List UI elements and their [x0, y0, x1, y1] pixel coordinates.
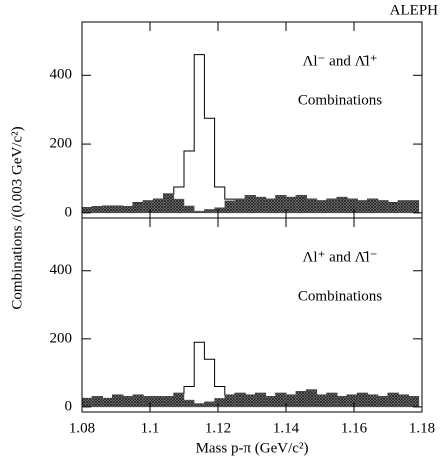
bar — [184, 386, 195, 407]
filled-bar — [122, 396, 134, 408]
x-tick-label: 1.18 — [409, 420, 435, 436]
filled-bar — [326, 393, 338, 408]
y-tick-label: 200 — [50, 330, 73, 346]
y-tick-label: 200 — [50, 136, 73, 152]
filled-bar — [357, 393, 368, 408]
filled-bar — [387, 393, 399, 408]
filled-bar — [234, 393, 246, 408]
annotation: Combinations — [298, 92, 382, 108]
filled-bar — [91, 206, 103, 214]
x-tick-label: 1.12 — [205, 420, 231, 436]
filled-bar — [306, 198, 317, 214]
filled-bar — [387, 202, 399, 214]
filled-bar — [367, 394, 379, 408]
filled-bar — [357, 200, 368, 214]
filled-bar — [397, 394, 409, 408]
filled-bar — [265, 396, 277, 408]
filled-bar — [81, 207, 93, 214]
filled-bar — [173, 393, 185, 408]
filled-bar — [244, 195, 256, 214]
filled-bar — [285, 394, 297, 408]
filled-bar — [377, 200, 389, 214]
filled-bar — [336, 197, 348, 214]
x-axis-label: Mass p-π (GeV/c²) — [196, 440, 309, 456]
filled-bar — [346, 198, 358, 214]
filled-bar — [163, 193, 175, 214]
filled-bar — [346, 394, 358, 408]
y-tick-label: 400 — [50, 262, 73, 278]
filled-bar — [224, 200, 236, 214]
filled-bar — [306, 389, 317, 408]
filled-bar — [91, 396, 103, 408]
x-tick-label: 1.1 — [141, 420, 160, 436]
bar — [214, 187, 225, 213]
filled-bar — [377, 396, 389, 408]
y-tick-label: 0 — [65, 204, 73, 220]
filled-bar — [193, 403, 205, 408]
bar — [194, 342, 205, 407]
filled-bar — [142, 200, 154, 214]
filled-bar — [408, 200, 419, 214]
filled-bar — [408, 396, 419, 408]
filled-bar — [316, 394, 328, 408]
filled-bar — [153, 396, 164, 408]
filled-bar — [367, 198, 379, 214]
filled-bar — [204, 209, 215, 214]
filled-bar — [214, 207, 226, 214]
bar — [214, 386, 225, 407]
filled-bar — [122, 206, 134, 214]
annotation: Λl⁻ and Λ̄l⁺ — [302, 53, 377, 69]
filled-bar — [163, 396, 175, 408]
y-tick-label: 0 — [65, 398, 73, 414]
filled-bar — [132, 202, 144, 214]
filled-bar — [326, 198, 338, 214]
filled-bar — [255, 393, 266, 408]
x-tick-label: 1.16 — [341, 420, 368, 436]
filled-bar — [112, 394, 124, 408]
filled-bar — [397, 200, 409, 214]
filled-bar — [255, 197, 266, 214]
filled-bar — [183, 399, 195, 408]
y-axis-label: Combinations /(0.003 GeV/c²) — [9, 126, 25, 309]
filled-bar — [295, 195, 307, 214]
plot-frame — [81, 217, 423, 413]
filled-bar — [234, 198, 246, 214]
plot-frame — [81, 21, 423, 219]
filled-bar — [142, 396, 154, 408]
filled-bar — [295, 391, 307, 408]
filled-bar — [285, 197, 297, 214]
filled-bar — [132, 394, 144, 408]
filled-bar — [204, 401, 215, 408]
filled-bar — [214, 398, 226, 408]
y-tick-label: 400 — [50, 67, 73, 83]
filled-bar — [244, 394, 256, 408]
filled-bar — [112, 205, 124, 214]
annotation: Λl⁺ and Λ̄l⁻ — [302, 249, 377, 265]
filled-bar — [102, 398, 113, 408]
filled-bar — [81, 398, 93, 408]
experiment-label: ALEPH — [390, 2, 439, 18]
filled-bar — [193, 210, 205, 214]
filled-bar — [275, 393, 287, 408]
filled-bar — [183, 205, 195, 214]
filled-bar — [102, 205, 113, 214]
filled-bar — [265, 198, 277, 214]
histogram-outline — [81, 54, 420, 213]
filled-bar — [173, 198, 185, 214]
bar — [194, 54, 205, 213]
filled-bar — [275, 195, 287, 214]
x-tick-label: 1.14 — [273, 420, 300, 436]
filled-bar — [316, 200, 328, 214]
annotation: Combinations — [298, 288, 382, 304]
filled-bar — [153, 198, 164, 214]
bar — [204, 118, 215, 213]
filled-bar — [336, 396, 348, 408]
x-tick-label: 1.08 — [69, 420, 95, 436]
filled-bar — [224, 394, 236, 408]
bar — [204, 359, 215, 407]
bar — [184, 150, 195, 213]
